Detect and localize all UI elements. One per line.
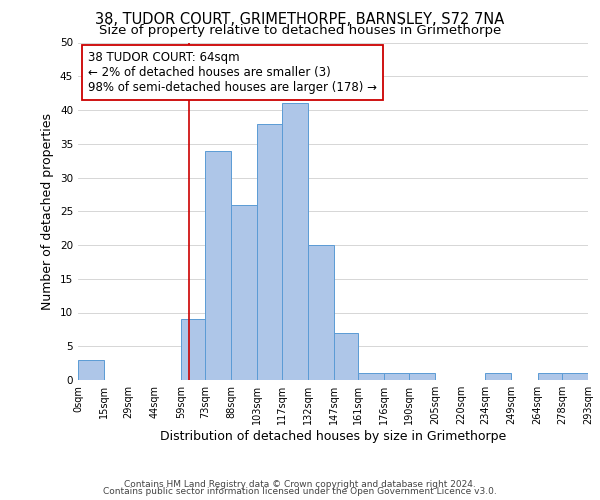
Y-axis label: Number of detached properties: Number of detached properties	[41, 113, 55, 310]
Bar	[181, 320, 205, 380]
Text: Contains HM Land Registry data © Crown copyright and database right 2024.: Contains HM Land Registry data © Crown c…	[124, 480, 476, 489]
Bar	[538, 373, 562, 380]
Text: Contains public sector information licensed under the Open Government Licence v3: Contains public sector information licen…	[103, 487, 497, 496]
X-axis label: Distribution of detached houses by size in Grimethorpe: Distribution of detached houses by size …	[160, 430, 506, 443]
Bar	[334, 333, 358, 380]
Text: 38 TUDOR COURT: 64sqm
← 2% of detached houses are smaller (3)
98% of semi-detach: 38 TUDOR COURT: 64sqm ← 2% of detached h…	[88, 51, 377, 94]
Bar	[205, 150, 231, 380]
Bar	[409, 373, 435, 380]
Text: Size of property relative to detached houses in Grimethorpe: Size of property relative to detached ho…	[99, 24, 501, 37]
Bar	[78, 360, 104, 380]
Bar	[231, 204, 257, 380]
Bar	[562, 373, 588, 380]
Bar	[485, 373, 511, 380]
Bar	[385, 373, 409, 380]
Bar	[358, 373, 385, 380]
Bar	[281, 104, 308, 380]
Bar	[257, 124, 281, 380]
Bar	[308, 245, 334, 380]
Text: 38, TUDOR COURT, GRIMETHORPE, BARNSLEY, S72 7NA: 38, TUDOR COURT, GRIMETHORPE, BARNSLEY, …	[95, 12, 505, 28]
